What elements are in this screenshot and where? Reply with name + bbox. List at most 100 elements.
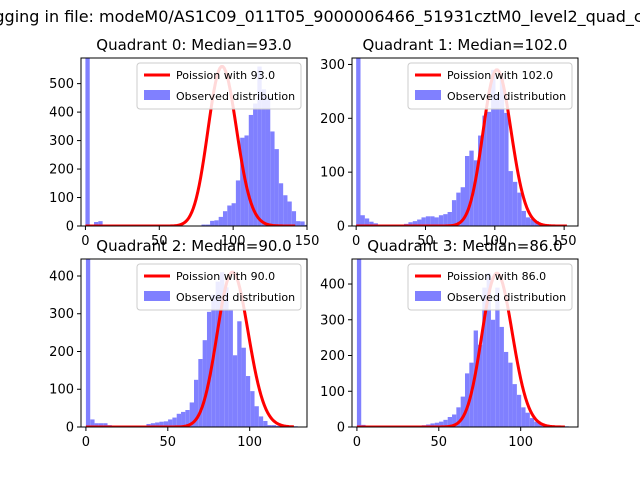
histogram-bar	[364, 218, 370, 226]
histogram-bar	[425, 216, 431, 226]
histogram-bar	[271, 425, 277, 427]
histogram-bar	[219, 272, 225, 427]
x-tick-label: 0	[82, 435, 90, 450]
quadrant-2-panel: 0 50 100 0 100 200 300 400 Quadrant 2: Median=90…	[49, 237, 308, 450]
histogram-bar	[237, 321, 242, 427]
x-tick-label: 50	[160, 435, 177, 450]
y-tick-label: 300	[49, 307, 74, 322]
histogram-bar	[215, 281, 220, 427]
histogram-bar	[201, 224, 206, 226]
histogram-bar	[224, 287, 229, 427]
legend: Poission with 90.0 Observed distribution	[136, 263, 302, 311]
legend-hist-label: Observed distribution	[447, 90, 566, 103]
histogram-bar	[287, 201, 292, 226]
legend-hist-label: Observed distribution	[447, 291, 566, 304]
x-tick-label: 50	[151, 234, 168, 249]
figure-suptitle: Pixel flagging in file: modeM0/AS1C09_01…	[0, 7, 640, 26]
histogram-bar	[447, 212, 452, 226]
histogram-bar	[538, 423, 543, 427]
histogram-bar	[235, 180, 241, 226]
histogram-bar	[356, 58, 361, 226]
histogram-bar	[103, 423, 108, 427]
histogram-bar	[356, 259, 362, 427]
histogram-bar	[98, 221, 103, 226]
histogram-bar	[512, 181, 518, 226]
histogram-bar	[241, 347, 246, 427]
x-tick-label: 50	[417, 234, 434, 249]
y-tick-label: 0	[66, 220, 74, 235]
histogram-bar	[313, 225, 317, 226]
histogram-bar	[189, 402, 194, 427]
x-tick-label: 100	[237, 435, 262, 450]
legend-fit-label: Poission with 86.0	[447, 270, 546, 283]
histogram-bar	[417, 219, 422, 226]
histogram-bar	[278, 183, 284, 226]
legend-fit-label: Poission with 90.0	[176, 270, 275, 283]
x-tick-label: 0	[81, 234, 89, 249]
y-tick-label: 100	[49, 383, 74, 398]
histogram-bar	[172, 417, 177, 427]
histogram-bar	[525, 217, 531, 226]
histogram-bar	[434, 422, 440, 427]
histogram-bar	[231, 203, 236, 226]
y-tick-label: 300	[49, 134, 74, 149]
histogram-bar	[257, 66, 262, 226]
histogram-bar	[155, 422, 160, 427]
histogram-bar	[503, 351, 509, 427]
histogram-bar	[163, 421, 169, 427]
y-tick-label: 200	[49, 163, 74, 178]
histogram-bar	[516, 394, 522, 427]
axes-frame	[80, 57, 308, 227]
y-tick-label: 400	[49, 269, 74, 284]
histogram-bar	[258, 416, 264, 427]
legend: Poission with 93.0 Observed distribution	[136, 62, 302, 110]
legend-box	[407, 62, 573, 110]
poisson-fit-line	[85, 65, 296, 226]
histogram-bar	[90, 419, 95, 427]
x-tick-label: 100	[508, 435, 533, 450]
y-tick-label: 0	[337, 421, 345, 436]
histogram-bar	[218, 216, 223, 226]
histogram-bar	[240, 137, 245, 226]
histogram-bar	[438, 215, 444, 226]
histogram-bar	[228, 309, 233, 427]
histogram-bar	[495, 287, 500, 427]
legend-hist-swatch	[415, 90, 441, 100]
x-tick-label: 150	[552, 234, 577, 249]
histogram-bar	[499, 326, 504, 427]
histogram-bar	[443, 214, 448, 226]
histogram-bar	[150, 423, 156, 427]
histogram-bar	[460, 187, 465, 226]
histogram-bar	[508, 362, 513, 427]
legend-hist-label: Observed distribution	[176, 291, 295, 304]
quadrant-1-panel: 0 50 100 150 0 100 200 300 Quadrant 1: Median=10…	[320, 36, 579, 249]
histogram-bar	[283, 195, 288, 226]
histogram-bar	[263, 420, 268, 427]
histogram-bar	[412, 221, 418, 226]
histogram-bar	[222, 211, 228, 226]
y-tick-label: 200	[49, 345, 74, 360]
quadrant-3-panel: 0 50 100 0 100 200 300 400 Quadrant 3: Median=86…	[320, 237, 579, 450]
y-tick-label: 300	[320, 313, 345, 328]
histogram-bar	[525, 412, 530, 427]
histogram-bar	[490, 319, 496, 427]
histogram-bar	[248, 114, 254, 226]
x-tick-label: 100	[221, 234, 246, 249]
histogram-bar	[499, 77, 505, 226]
quadrant-title: Quadrant 2: Median=90.0	[96, 237, 291, 255]
histogram-bar	[214, 220, 219, 226]
histogram-bar	[94, 423, 99, 427]
x-tick-label: 100	[482, 234, 507, 249]
histogram-bar	[517, 192, 522, 226]
histogram-bar	[421, 217, 426, 226]
histogram-bar	[159, 421, 164, 427]
histogram-bar	[254, 406, 259, 427]
histogram-bar	[451, 200, 457, 226]
histogram-bar	[291, 211, 297, 226]
histogram-bar	[205, 224, 211, 226]
x-tick-label: 0	[352, 234, 360, 249]
histogram-bar	[452, 414, 457, 427]
histogram-bar	[469, 150, 474, 226]
quadrant-0-panel: 0 50 100 150 0 100 200 300 400 500 Quadrant 0: Med…	[49, 36, 319, 249]
